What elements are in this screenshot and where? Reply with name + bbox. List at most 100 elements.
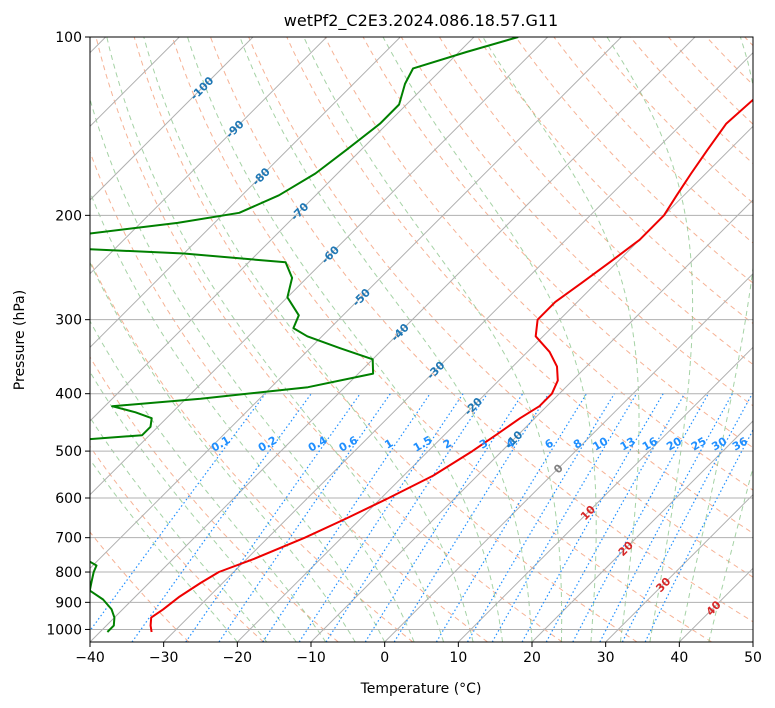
y-tick-label: 700 [55, 531, 82, 547]
isotherm-label: -50 [350, 286, 373, 309]
moist-adiabat [303, 37, 563, 642]
mixing-ratio-line [364, 393, 524, 642]
x-tick-label: 50 [744, 650, 762, 666]
isotherm-label: -20 [462, 395, 485, 418]
moist-adiabat [187, 37, 503, 642]
y-tick-label: 200 [55, 208, 82, 224]
isotherm-label: -10 [502, 428, 525, 451]
dry-adiabat [95, 37, 563, 642]
isotherm-line [384, 272, 753, 642]
moist-adiabat [90, 190, 386, 642]
isotherm-label: 30 [653, 575, 673, 595]
moist-adiabat [382, 37, 597, 642]
profile-lines [90, 37, 753, 633]
moist-adiabat [90, 416, 268, 642]
dry-adiabat [90, 445, 264, 642]
isotherm-line [90, 37, 328, 275]
dry-adiabat [90, 259, 414, 642]
moist-adiabat [239, 37, 533, 642]
x-axis-label: Temperature (°C) [360, 681, 482, 697]
mixing-ratio-line [545, 393, 686, 642]
y-tick-label: 500 [55, 444, 82, 460]
x-tick-label: −20 [223, 650, 253, 666]
x-tick-label: 10 [449, 650, 467, 666]
moist-adiabat [106, 37, 445, 642]
moist-adiabat [90, 261, 356, 642]
moist-adiabat [482, 37, 640, 642]
mixing-ratio-line [298, 393, 464, 642]
in-plot-labels: 0.1 0.2 0.4 0.6 1 1.5 2 3 4 6 8 10 13 16 20 25 30 36-100-… [188, 74, 750, 618]
dry-adiabat [133, 37, 638, 642]
y-tick-label: 400 [55, 387, 82, 403]
isotherm-line [531, 420, 753, 642]
dry-adiabat [210, 37, 753, 623]
background-lines [90, 37, 753, 642]
dry-adiabat [400, 37, 753, 407]
x-axis: −40 −30 −20 −10 0 10 20 30 40 50 [75, 642, 762, 666]
dry-adiabat [668, 37, 753, 125]
chart-title: wetPf2_C2E3.2024.086.18.57.G11 [284, 11, 558, 31]
dry-adiabat [515, 37, 753, 284]
dry-adiabat [90, 150, 488, 642]
mixing-ratio-line [466, 393, 615, 642]
isotherm-line [678, 567, 753, 642]
isotherm-label: -40 [389, 321, 412, 344]
mixing-ratio-line [325, 393, 488, 642]
isotherm-line [90, 37, 696, 642]
x-tick-label: 40 [670, 650, 688, 666]
mixing-ratio-line [435, 393, 588, 642]
mixing-ratio-line [262, 393, 431, 642]
x-tick-label: −30 [149, 650, 179, 666]
isotherm-label: 0 [551, 461, 566, 476]
mixing-ratio-line [572, 393, 709, 642]
mixing-ratio-label: 6 [543, 436, 556, 451]
y-tick-label: 1000 [46, 622, 82, 638]
x-tick-label: 20 [523, 650, 541, 666]
y-tick-label: 600 [55, 491, 82, 507]
x-tick-label: 0 [380, 650, 389, 666]
isotherm-line [163, 51, 753, 642]
mixing-ratio-line [491, 393, 638, 642]
isotherm-line [90, 37, 549, 496]
mixing-ratio-line [90, 393, 266, 632]
dry-adiabat [90, 356, 339, 642]
dry-adiabat [248, 37, 753, 578]
moist-adiabat [90, 458, 238, 642]
dry-adiabat [171, 37, 712, 642]
y-axis-label: Pressure (hPa) [12, 290, 28, 390]
moist-adiabat [143, 37, 474, 642]
temperature-profile-line [149, 98, 753, 633]
y-tick-label: 900 [55, 595, 82, 611]
dry-adiabat [438, 37, 753, 366]
isotherm-line [90, 37, 254, 201]
mixing-ratio-label: 3 [477, 437, 490, 452]
dry-adiabat [744, 37, 753, 47]
mixing-ratio-line [521, 393, 664, 642]
x-tick-label: −40 [75, 650, 105, 666]
mixing-ratio-line [131, 393, 312, 642]
mixing-ratio-line [393, 393, 550, 642]
isotherm-line [457, 346, 753, 642]
moist-adiabat [90, 370, 297, 642]
isotherm-label: -80 [250, 165, 273, 188]
isotherm-line [605, 493, 753, 642]
plot-frame [89, 36, 754, 643]
mixing-ratio-line [644, 428, 753, 642]
y-axis: 100 200 300 400 500 600 700 800 900 1000 [46, 30, 90, 638]
isotherm-line [90, 37, 401, 349]
moist-adiabat [606, 37, 694, 642]
dry-adiabat [706, 37, 753, 86]
isotherm-line [310, 199, 753, 642]
x-tick-label: 30 [597, 650, 615, 666]
isotherm-line [90, 37, 475, 422]
mixing-ratio-line [218, 393, 391, 642]
dry-adiabat [90, 531, 190, 642]
y-tick-label: 100 [55, 30, 82, 46]
x-tick-label: −10 [296, 650, 326, 666]
y-tick-label: 300 [55, 313, 82, 329]
dewpoint-profile-line [90, 37, 519, 633]
isotherm-line [752, 641, 753, 642]
mixing-ratio-label: 2 [441, 437, 454, 452]
y-tick-label: 800 [55, 565, 82, 581]
